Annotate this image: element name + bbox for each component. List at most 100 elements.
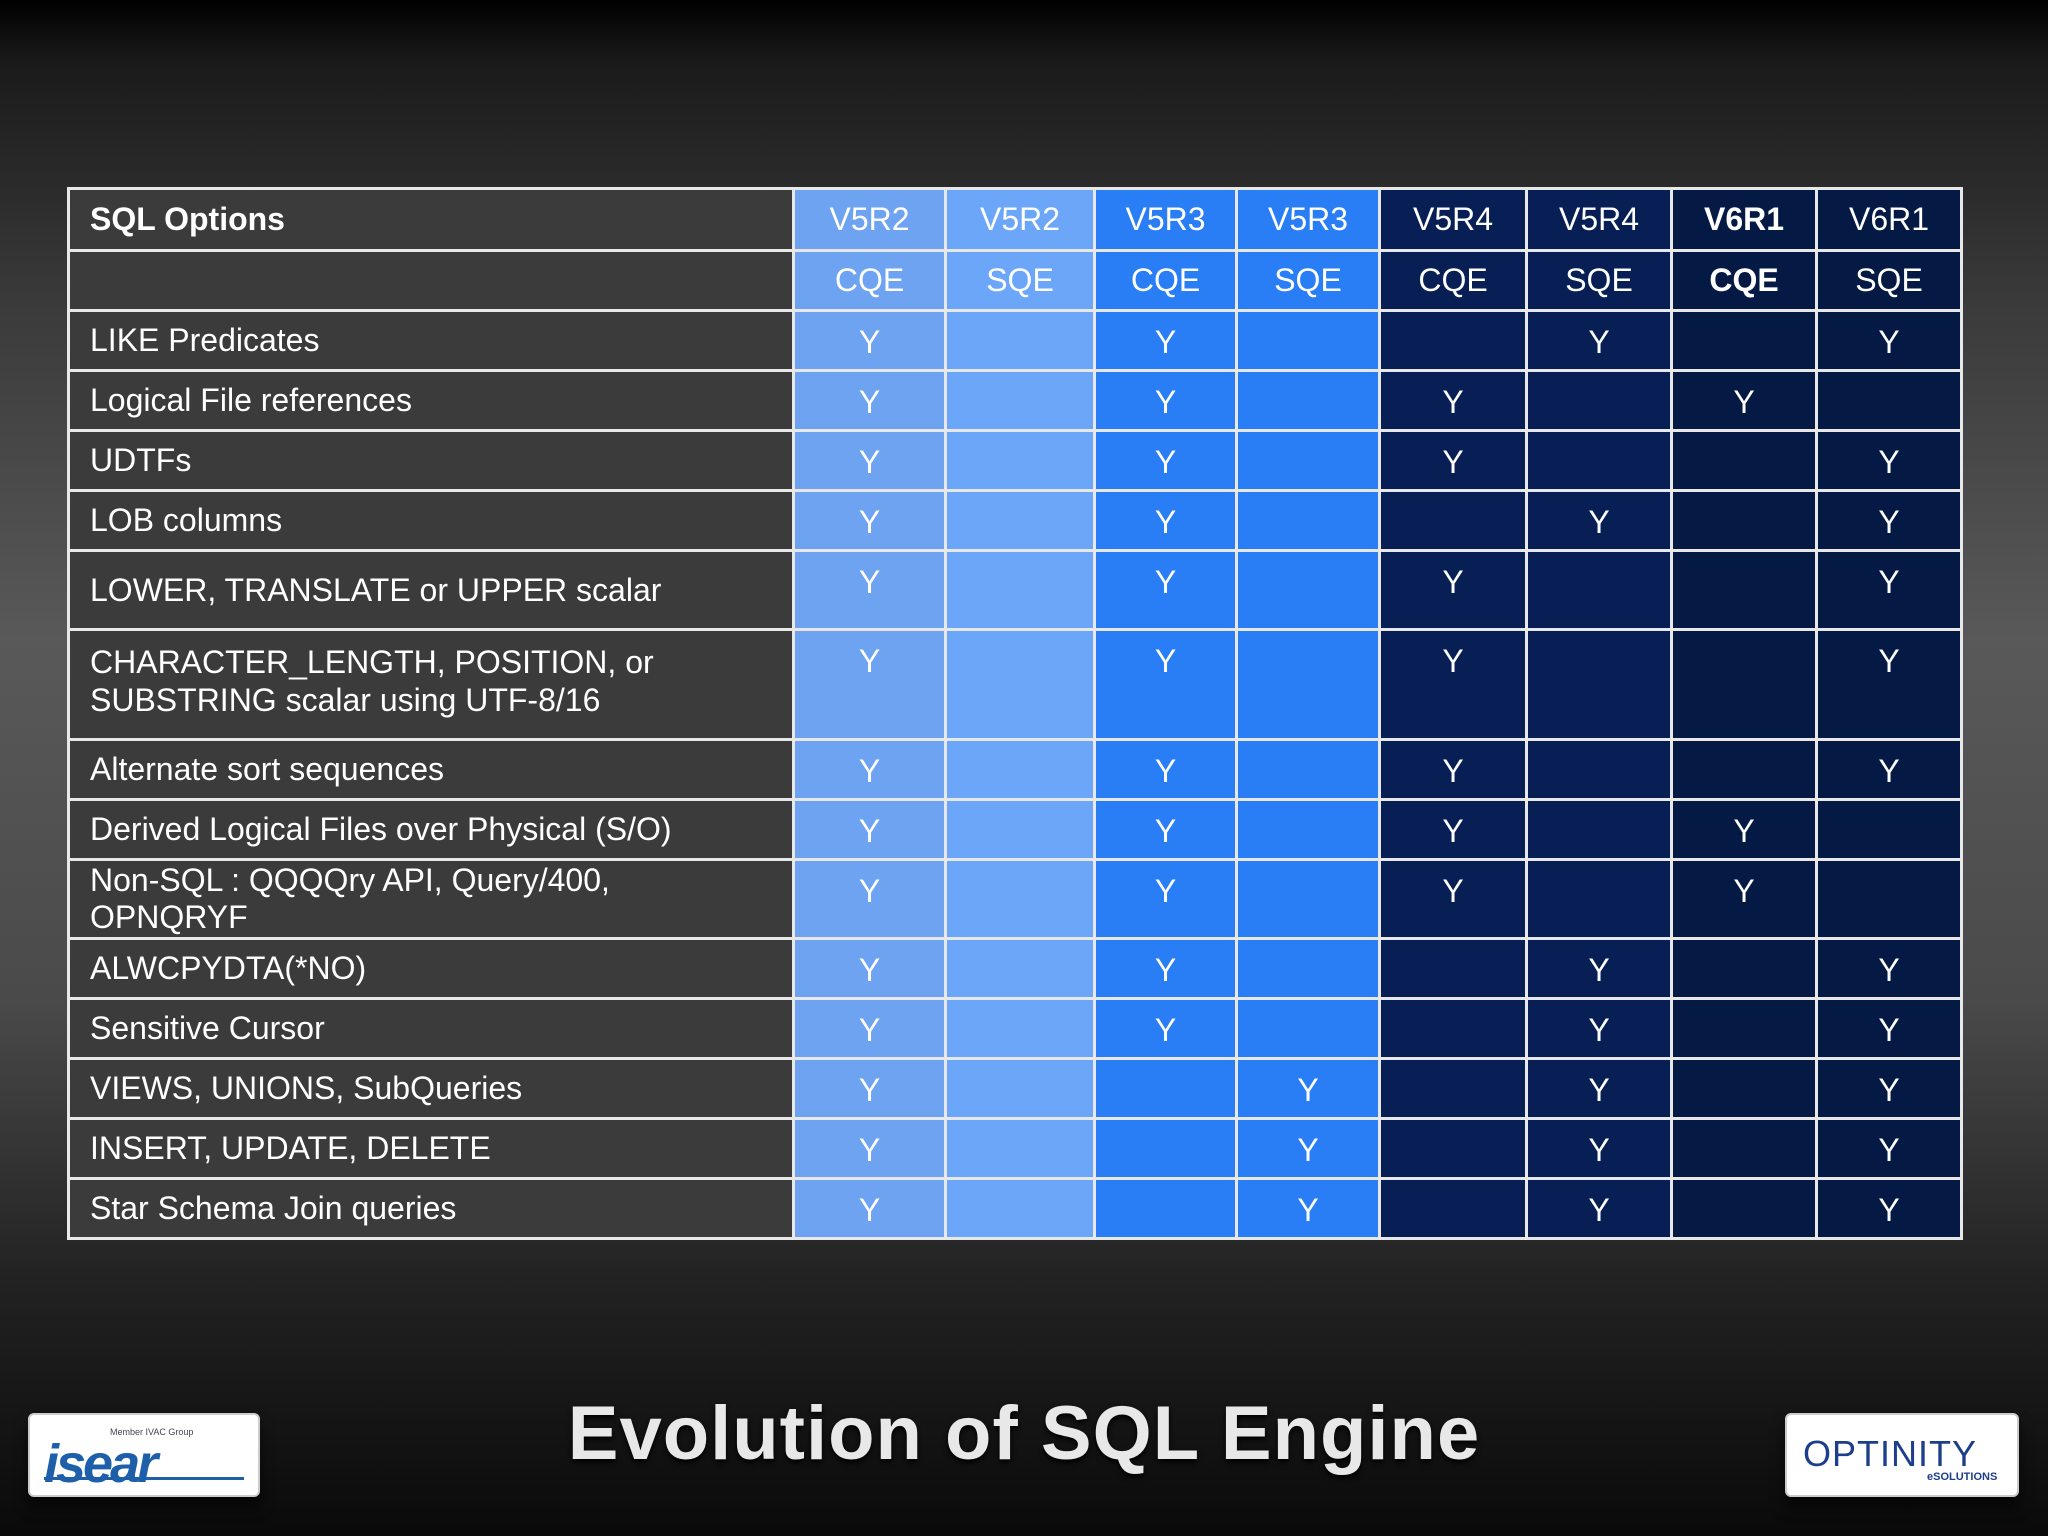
column-engine-5: SQE — [1525, 249, 1673, 312]
option-label: CHARACTER_LENGTH, POSITION, or SUBSTRING … — [67, 628, 795, 741]
table-row: LOWER, TRANSLATE or UPPER scalar Y Y Y Y — [67, 549, 1963, 631]
support-cell — [1378, 1117, 1528, 1180]
support-cell: Y — [1525, 937, 1673, 1000]
support-cell — [944, 429, 1096, 492]
support-cell — [1235, 738, 1381, 801]
support-cell: Y — [1093, 549, 1238, 631]
option-label: Sensitive Cursor — [67, 997, 795, 1060]
support-cell: Y — [1378, 798, 1528, 861]
table-row: Logical File references Y Y Y Y — [67, 369, 1963, 432]
column-release-5: V5R4 — [1525, 187, 1673, 252]
support-cell: Y — [1670, 798, 1818, 861]
option-text-line: LOWER, TRANSLATE or UPPER scalar — [90, 571, 662, 608]
support-cell: Y — [792, 549, 947, 631]
support-cell: Y — [792, 309, 947, 372]
support-cell: Y — [1378, 858, 1528, 940]
column-release-6: V6R1 — [1670, 187, 1818, 252]
option-text-line: LIKE Predicates — [90, 322, 320, 358]
support-cell — [1670, 549, 1818, 631]
column-release-0: V5R2 — [792, 187, 947, 252]
table-row: Sensitive Cursor Y Y Y Y — [67, 997, 1963, 1060]
table-row: UDTFs Y Y Y Y — [67, 429, 1963, 492]
support-cell: Y — [1093, 738, 1238, 801]
support-cell — [1670, 489, 1818, 552]
support-cell — [1815, 369, 1963, 432]
support-cell: Y — [1670, 858, 1818, 940]
option-text-line: Non-SQL : QQQQry API, Query/400, OPNQRYF — [90, 862, 610, 936]
option-label: Logical File references — [67, 369, 795, 432]
support-cell: Y — [1815, 549, 1963, 631]
support-cell — [1235, 997, 1381, 1060]
support-cell: Y — [1235, 1177, 1381, 1240]
support-cell — [1670, 937, 1818, 1000]
support-cell — [1815, 858, 1963, 940]
support-cell: Y — [1093, 369, 1238, 432]
support-cell — [1670, 1057, 1818, 1120]
column-engine-0: CQE — [792, 249, 947, 312]
column-engine-2: CQE — [1093, 249, 1238, 312]
option-text-line: Logical File references — [90, 382, 412, 418]
support-cell — [1093, 1057, 1238, 1120]
support-cell — [1235, 798, 1381, 861]
option-label: INSERT, UPDATE, DELETE — [67, 1117, 795, 1180]
support-cell — [1525, 858, 1673, 940]
support-cell — [944, 489, 1096, 552]
table-row: LIKE Predicates Y Y Y Y — [67, 309, 1963, 372]
column-engine-4: CQE — [1378, 249, 1528, 312]
support-cell: Y — [1815, 628, 1963, 741]
support-cell — [944, 1117, 1096, 1180]
support-cell: Y — [1235, 1057, 1381, 1120]
option-text-line: Alternate sort sequences — [90, 751, 444, 787]
support-cell — [1378, 997, 1528, 1060]
support-cell — [1378, 1177, 1528, 1240]
column-release-4: V5R4 — [1378, 187, 1528, 252]
support-cell: Y — [1093, 997, 1238, 1060]
option-label: VIEWS, UNIONS, SubQueries — [67, 1057, 795, 1120]
logo-subtitle: eSOLUTIONS — [1927, 1471, 1998, 1483]
support-cell — [944, 549, 1096, 631]
header-label: SQL Options — [67, 187, 795, 252]
table-row: VIEWS, UNIONS, SubQueries Y Y Y Y — [67, 1057, 1963, 1120]
support-cell — [944, 997, 1096, 1060]
support-cell — [944, 1057, 1096, 1120]
support-cell — [1670, 628, 1818, 741]
option-text-line: ALWCPYDTA(*NO) — [90, 950, 367, 986]
support-cell: Y — [1525, 309, 1673, 372]
logo-underline — [44, 1477, 244, 1480]
support-cell — [944, 798, 1096, 861]
support-cell — [1235, 549, 1381, 631]
support-cell: Y — [1093, 798, 1238, 861]
support-cell: Y — [1378, 738, 1528, 801]
support-cell — [1235, 937, 1381, 1000]
option-label: UDTFs — [67, 429, 795, 492]
support-cell: Y — [1815, 489, 1963, 552]
support-cell — [1670, 738, 1818, 801]
option-label: Star Schema Join queries — [67, 1177, 795, 1240]
option-label: LOB columns — [67, 489, 795, 552]
support-cell — [1670, 429, 1818, 492]
support-cell — [944, 309, 1096, 372]
support-cell: Y — [792, 798, 947, 861]
support-cell — [1525, 738, 1673, 801]
slide-title: Evolution of SQL Engine — [567, 1391, 1481, 1476]
column-engine-6: CQE — [1670, 249, 1818, 312]
support-cell: Y — [792, 997, 947, 1060]
support-cell: Y — [1815, 997, 1963, 1060]
support-cell: Y — [1093, 429, 1238, 492]
support-cell — [1235, 369, 1381, 432]
support-cell: Y — [1670, 369, 1818, 432]
support-cell — [1235, 309, 1381, 372]
table-row: LOB columns Y Y Y Y — [67, 489, 1963, 552]
option-label: ALWCPYDTA(*NO) — [67, 937, 795, 1000]
support-cell — [1093, 1117, 1238, 1180]
support-cell — [944, 1177, 1096, 1240]
support-cell: Y — [1525, 1177, 1673, 1240]
support-cell — [944, 369, 1096, 432]
support-cell: Y — [1525, 1117, 1673, 1180]
support-cell: Y — [792, 858, 947, 940]
column-release-3: V5R3 — [1235, 187, 1381, 252]
support-cell: Y — [1525, 1057, 1673, 1120]
logo-tagline: Member IVAC Group — [110, 1427, 194, 1437]
support-cell: Y — [792, 937, 947, 1000]
support-cell: Y — [792, 1057, 947, 1120]
